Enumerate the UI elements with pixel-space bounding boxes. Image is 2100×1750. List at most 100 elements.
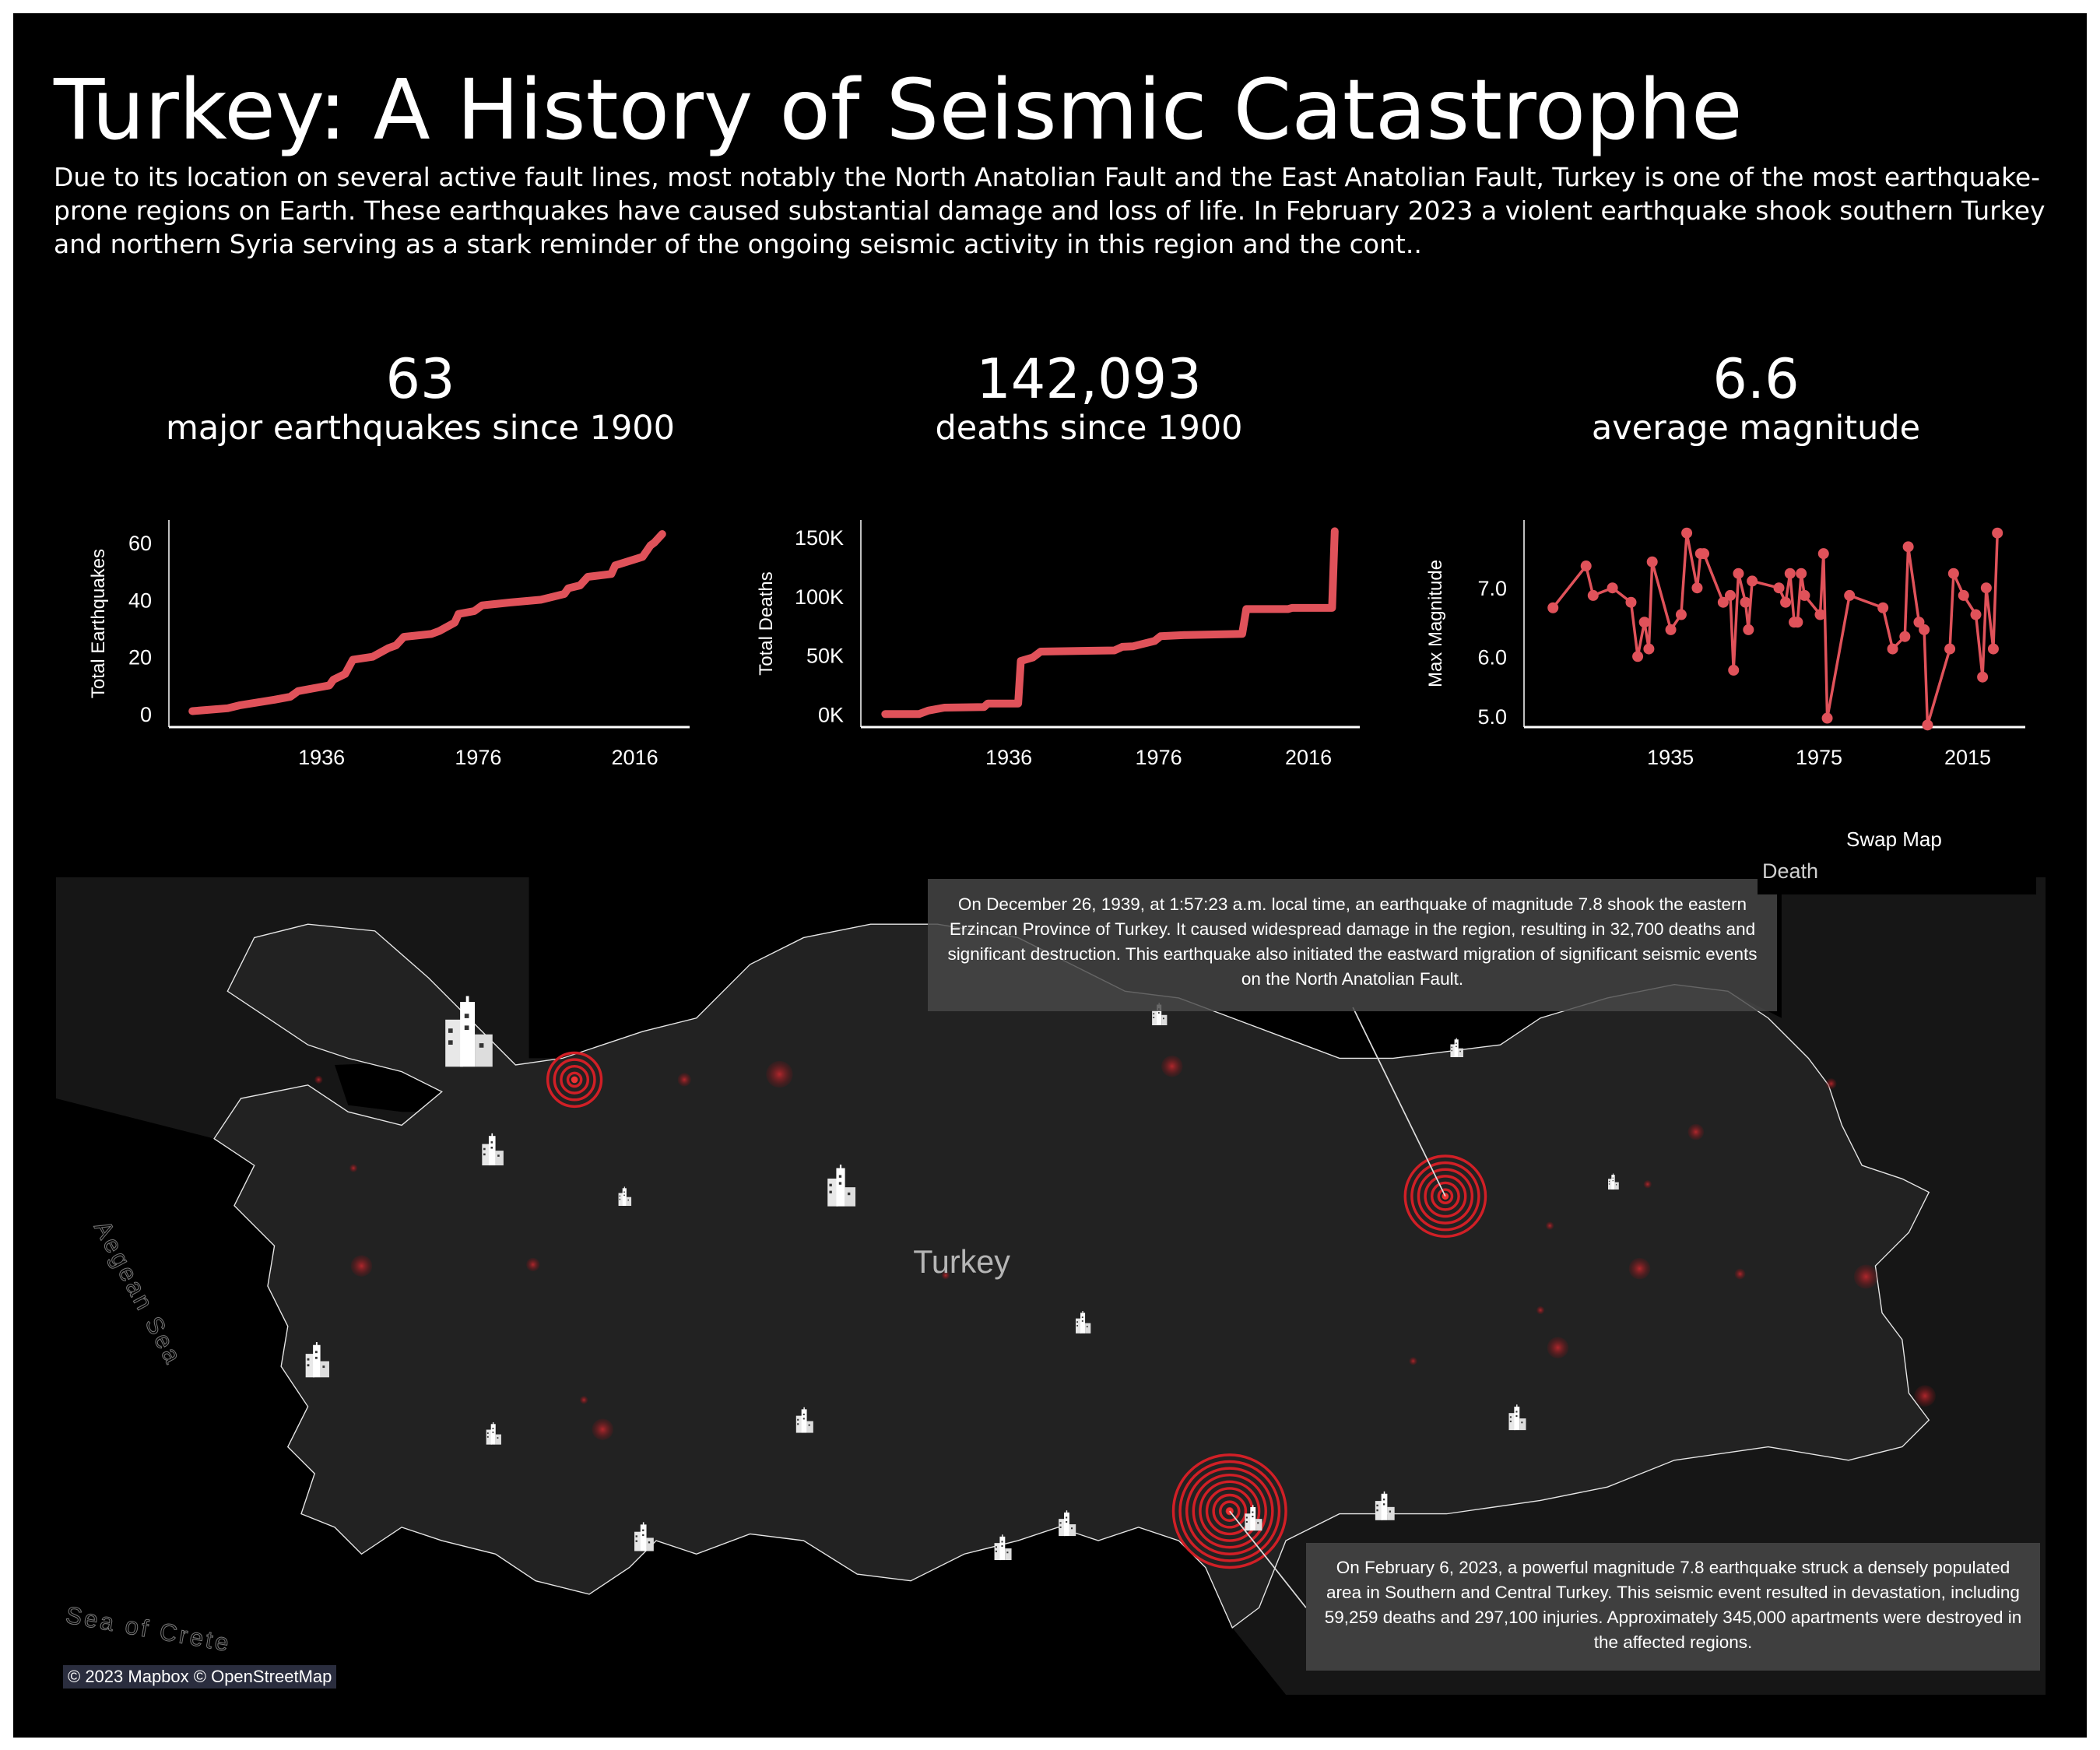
earthquake-ring <box>1219 1500 1241 1522</box>
earthquake-ring <box>1192 1473 1267 1549</box>
earthquake-marker <box>677 1073 691 1087</box>
earthquake-ring <box>553 1058 596 1102</box>
y-tick-label: 0K <box>818 703 844 726</box>
earthquake-marker <box>350 1255 373 1277</box>
earthquake-marker <box>1628 1257 1651 1280</box>
earthquake-ring <box>566 1071 583 1088</box>
earthquake-marker <box>1825 1078 1837 1089</box>
earthquake-ring <box>1403 1154 1487 1239</box>
page-description: Due to its location on several active fa… <box>54 162 2046 259</box>
data-point <box>1947 568 1959 579</box>
earthquake-marker <box>1914 1385 1936 1407</box>
annotation-kahramanmaras-2023: On February 6, 2023, a powerful magnitud… <box>1306 1543 2040 1671</box>
data-point <box>1887 643 1898 655</box>
data-point <box>1773 582 1785 594</box>
earthquake-map[interactable]: Turkey Aegean Sea Sea of Crete <box>56 877 2046 1695</box>
kpi-earthquakes: 63 major earthquakes since 1900 <box>70 348 771 448</box>
data-point <box>1919 624 1930 635</box>
x-tick-label: 2016 <box>1285 746 1332 769</box>
trend-charts: 1936 1976 2016 0 20 40 60 Total Earthquakes 1936… <box>88 520 2025 769</box>
data-point <box>1747 575 1758 587</box>
x-tick-label: 1936 <box>985 746 1032 769</box>
y-axis-title: Max Magnitude <box>1425 560 1446 687</box>
x-tick-label: 1935 <box>1647 746 1694 769</box>
earthquake-marker <box>1643 1180 1652 1189</box>
earthquake-marker <box>314 1075 323 1084</box>
y-tick-label: 20 <box>128 646 152 669</box>
data-point <box>1821 712 1833 724</box>
data-point <box>1958 589 1969 601</box>
x-tick-label: 2016 <box>612 746 658 769</box>
data-point <box>1977 671 1989 683</box>
kpi-label: average magnitude <box>1591 409 1921 448</box>
data-point <box>1665 624 1677 635</box>
y-tick-label: 150K <box>795 526 844 550</box>
measure-selector[interactable] <box>1758 860 2036 894</box>
series-line <box>188 530 666 715</box>
country-label: Turkey <box>913 1244 1010 1280</box>
data-point <box>1877 602 1889 613</box>
data-point <box>1992 527 2003 539</box>
earthquake-ring <box>1178 1460 1281 1562</box>
earthquake-ring <box>1171 1453 1287 1569</box>
data-point <box>1717 596 1729 608</box>
data-point <box>1646 556 1658 568</box>
kpi-deaths: 142,093 deaths since 1900 <box>739 348 1439 448</box>
y-tick-label: 6.0 <box>1477 645 1507 669</box>
earthquake-ring <box>1212 1493 1248 1529</box>
earthquake-marker <box>1853 1264 1878 1289</box>
x-tick-label: 2015 <box>1944 746 1991 769</box>
kpi-value: 6.6 <box>1712 347 1800 411</box>
data-point <box>1844 589 1856 601</box>
earthquake-ring <box>1417 1168 1474 1225</box>
earthquake-marker <box>526 1257 540 1272</box>
data-point <box>1799 589 1810 601</box>
data-point <box>1792 617 1803 628</box>
y-tick-label: 60 <box>128 532 152 555</box>
data-point <box>1638 617 1650 628</box>
earthquake-ring <box>1410 1161 1480 1232</box>
x-tick-label: 1976 <box>455 746 501 769</box>
earthquake-marker <box>349 1164 358 1172</box>
earthquake-marker <box>1545 1221 1554 1230</box>
earthquake-marker <box>941 1271 950 1280</box>
aegean-sea <box>56 1098 1287 1695</box>
earthquake-ring <box>560 1064 590 1095</box>
earthquake-marker <box>1536 1305 1545 1315</box>
data-point <box>1728 664 1740 676</box>
y-axis-title: Total Earthquakes <box>88 549 109 698</box>
x-tick-label: 1975 <box>1796 746 1842 769</box>
data-point <box>1632 651 1644 662</box>
earthquake-marker <box>1687 1123 1705 1140</box>
data-point <box>1681 527 1693 539</box>
data-point <box>1944 643 1956 655</box>
y-tick-label: 100K <box>795 585 844 609</box>
series-line <box>881 527 1339 719</box>
map-attribution[interactable]: © 2023 Mapbox © OpenStreetMap <box>63 1665 337 1689</box>
data-point <box>1814 609 1826 620</box>
x-tick-label: 1976 <box>1136 746 1182 769</box>
kpi-label: major earthquakes since 1900 <box>165 409 676 448</box>
earthquake-ring <box>1185 1467 1274 1555</box>
data-point <box>1607 582 1618 594</box>
data-point <box>1587 589 1599 601</box>
measure-selector-value[interactable]: Death <box>1762 859 1819 883</box>
data-point <box>1675 609 1687 620</box>
data-point <box>1625 596 1637 608</box>
data-point <box>1698 548 1710 560</box>
data-point <box>1922 719 1933 731</box>
series-line <box>1551 531 1999 727</box>
kpi-label: deaths since 1900 <box>935 409 1243 448</box>
y-tick-label: 0 <box>140 703 152 726</box>
earthquake-marker <box>592 1418 614 1440</box>
data-point <box>1817 548 1829 560</box>
data-point <box>1784 568 1796 579</box>
earthquake-ring <box>1424 1175 1467 1218</box>
earthquake-marker <box>579 1396 588 1404</box>
kpi-magnitude: 6.6 average magnitude <box>1406 348 2100 448</box>
swap-map-button[interactable]: Swap Map <box>1846 828 1942 851</box>
data-point <box>1740 596 1751 608</box>
data-point <box>1987 643 1999 655</box>
earthquake-marker <box>766 1060 793 1088</box>
y-axis-title: Total Deaths <box>756 571 777 675</box>
